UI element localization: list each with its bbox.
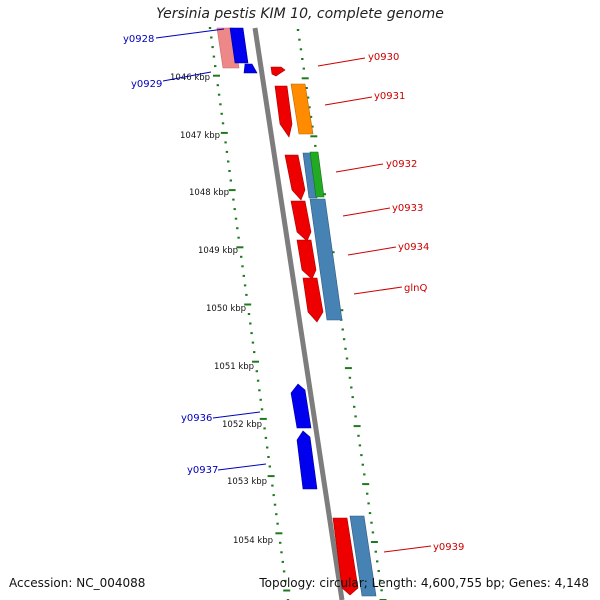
scale-label-1053: 1053 kbp <box>227 477 267 487</box>
gene-feature-y0932-blue[interactable] <box>302 152 318 199</box>
leader-y0936 <box>212 411 261 419</box>
label-leader-lines <box>155 28 432 553</box>
gene-label-y0931[interactable]: y0931 <box>374 91 405 102</box>
leader-y0930 <box>317 57 366 67</box>
gene-label-y0937[interactable]: y0937 <box>187 465 218 476</box>
leader-y0928 <box>155 28 225 39</box>
gene-label-y0930[interactable]: y0930 <box>368 52 399 63</box>
gene-feature-y0937[interactable] <box>296 430 318 490</box>
gene-feature-y0934[interactable] <box>309 198 343 321</box>
gene-labels: y0928 y0929 y0930 y0931 y0932 y0933 y093… <box>123 34 464 553</box>
gene-feature-y0928[interactable] <box>229 27 249 64</box>
gene-feature-y0932-green[interactable] <box>309 151 325 198</box>
gene-label-y0934[interactable]: y0934 <box>398 242 429 253</box>
gene-feature-y0930[interactable] <box>270 66 286 77</box>
gene-feature-y0939[interactable] <box>332 517 359 596</box>
topology-text: Topology: circular; Length: 4,600,755 bp… <box>259 576 589 590</box>
leader-y0939 <box>383 545 432 553</box>
leader-y0933 <box>342 207 391 217</box>
accession-text: Accession: NC_004088 <box>9 576 146 590</box>
leader-y0929 <box>162 71 212 82</box>
leader-y0931 <box>324 96 373 106</box>
gene-label-y0929[interactable]: y0929 <box>131 79 162 90</box>
leader-y0934 <box>347 246 397 256</box>
gene-label-y0928[interactable]: y0928 <box>123 34 154 45</box>
gene-label-y0939[interactable]: y0939 <box>433 542 464 553</box>
gene-feature-y0931[interactable] <box>274 85 293 138</box>
scale-labels: 1046 kbp 1047 kbp 1048 kbp 1049 kbp 1050… <box>170 73 273 546</box>
gene-feature-y0934-red[interactable] <box>296 239 317 280</box>
leader-y0937 <box>217 463 267 471</box>
gene-feature-y0932[interactable] <box>284 154 306 201</box>
gene-feature-y0933[interactable] <box>290 200 312 242</box>
scale-label-1051: 1051 kbp <box>214 362 254 372</box>
scale-label-1054: 1054 kbp <box>233 536 273 546</box>
gene-feature-y0929[interactable] <box>243 63 258 74</box>
scale-label-1046: 1046 kbp <box>170 73 210 83</box>
gene-label-y0932[interactable]: y0932 <box>386 159 417 170</box>
scale-label-1050: 1050 kbp <box>206 304 246 314</box>
gene-feature-glnQ[interactable] <box>302 277 324 323</box>
gene-label-y0933[interactable]: y0933 <box>392 203 423 214</box>
leader-glnQ <box>353 286 403 295</box>
gene-feature-y0936[interactable] <box>290 383 312 429</box>
gene-label-glnQ[interactable]: glnQ <box>404 283 427 294</box>
scale-label-1048: 1048 kbp <box>189 188 229 198</box>
scale-label-1052: 1052 kbp <box>222 420 262 430</box>
genome-backbone <box>252 27 345 600</box>
leader-y0932 <box>335 163 384 173</box>
gene-label-y0936[interactable]: y0936 <box>181 413 212 424</box>
genome-title: Yersinia pestis KIM 10, complete genome <box>156 6 444 22</box>
gene-feature-y0931-orange[interactable] <box>290 83 314 135</box>
gene-feature-y0939-blue[interactable] <box>349 515 377 597</box>
scale-label-1049: 1049 kbp <box>198 246 238 256</box>
scale-label-1047: 1047 kbp <box>180 131 220 141</box>
